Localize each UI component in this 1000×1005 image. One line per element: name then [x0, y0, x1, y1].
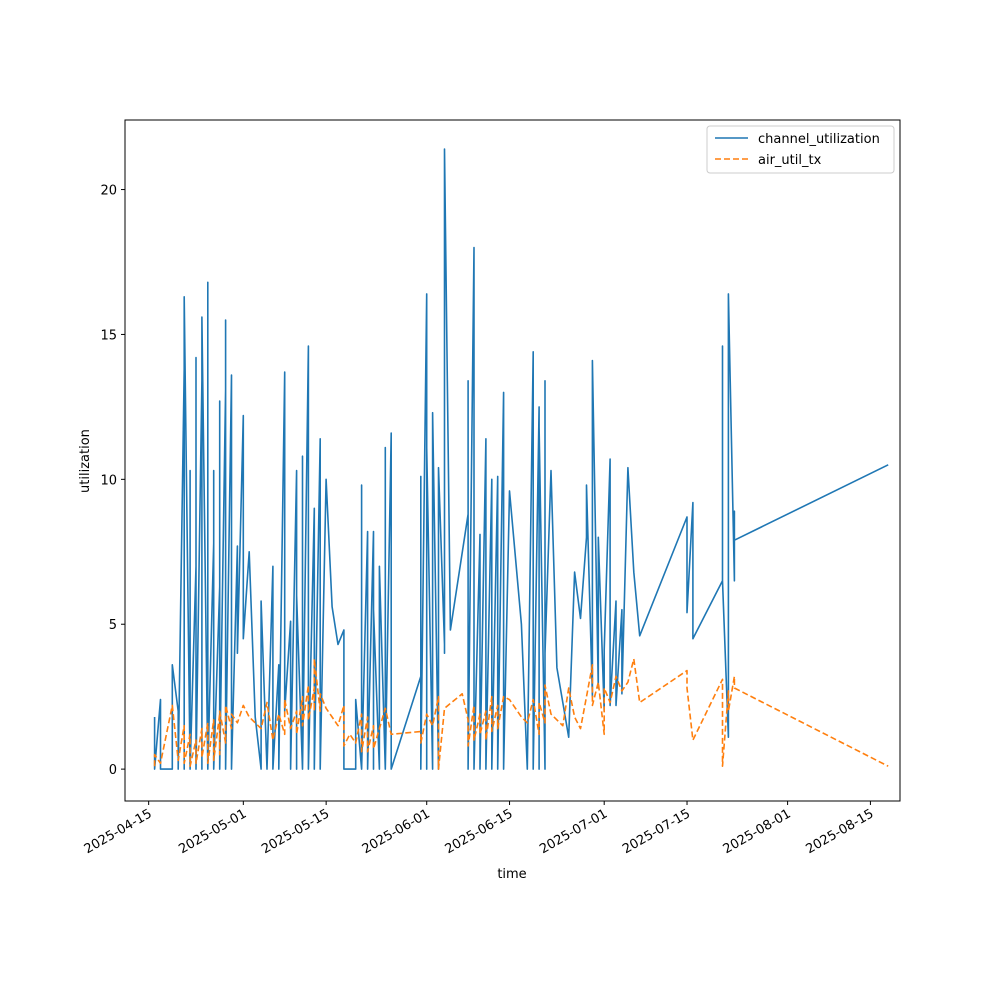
legend-label-air-util-tx: air_util_tx — [758, 153, 822, 168]
x-axis-label: time — [497, 867, 526, 882]
y-axis: 0 5 10 15 20 — [100, 184, 125, 778]
y-tick-label: 5 — [109, 618, 117, 633]
x-tick-label: 2025-08-15 — [803, 806, 876, 857]
y-axis-label: utilization — [78, 429, 93, 493]
series-line-air-util-tx — [153, 658, 889, 770]
y-tick-label: 10 — [100, 473, 117, 488]
x-tick-label: 2025-04-15 — [82, 806, 155, 857]
plot-frame — [124, 119, 901, 802]
x-tick-label: 2025-07-15 — [620, 806, 693, 857]
x-tick-label: 2025-05-15 — [259, 806, 332, 857]
y-tick-label: 0 — [109, 763, 117, 778]
x-tick-label: 2025-06-01 — [360, 806, 433, 857]
x-tick-label: 2025-07-01 — [537, 806, 610, 857]
legend-box — [706, 125, 895, 174]
y-tick-label: 20 — [100, 184, 117, 199]
y-tick-label: 15 — [100, 328, 117, 343]
x-axis: 2025-04-15 2025-05-01 2025-05-15 2025-06-01… — [82, 801, 876, 857]
series-line-channel-utilization — [153, 148, 889, 770]
x-tick-label: 2025-08-01 — [721, 806, 794, 857]
x-tick-label: 2025-05-01 — [176, 806, 249, 857]
legend: channel_utilization air_util_tx — [706, 125, 895, 174]
legend-label-channel-utilization: channel_utilization — [758, 132, 880, 147]
x-tick-label: 2025-06-15 — [443, 806, 516, 857]
